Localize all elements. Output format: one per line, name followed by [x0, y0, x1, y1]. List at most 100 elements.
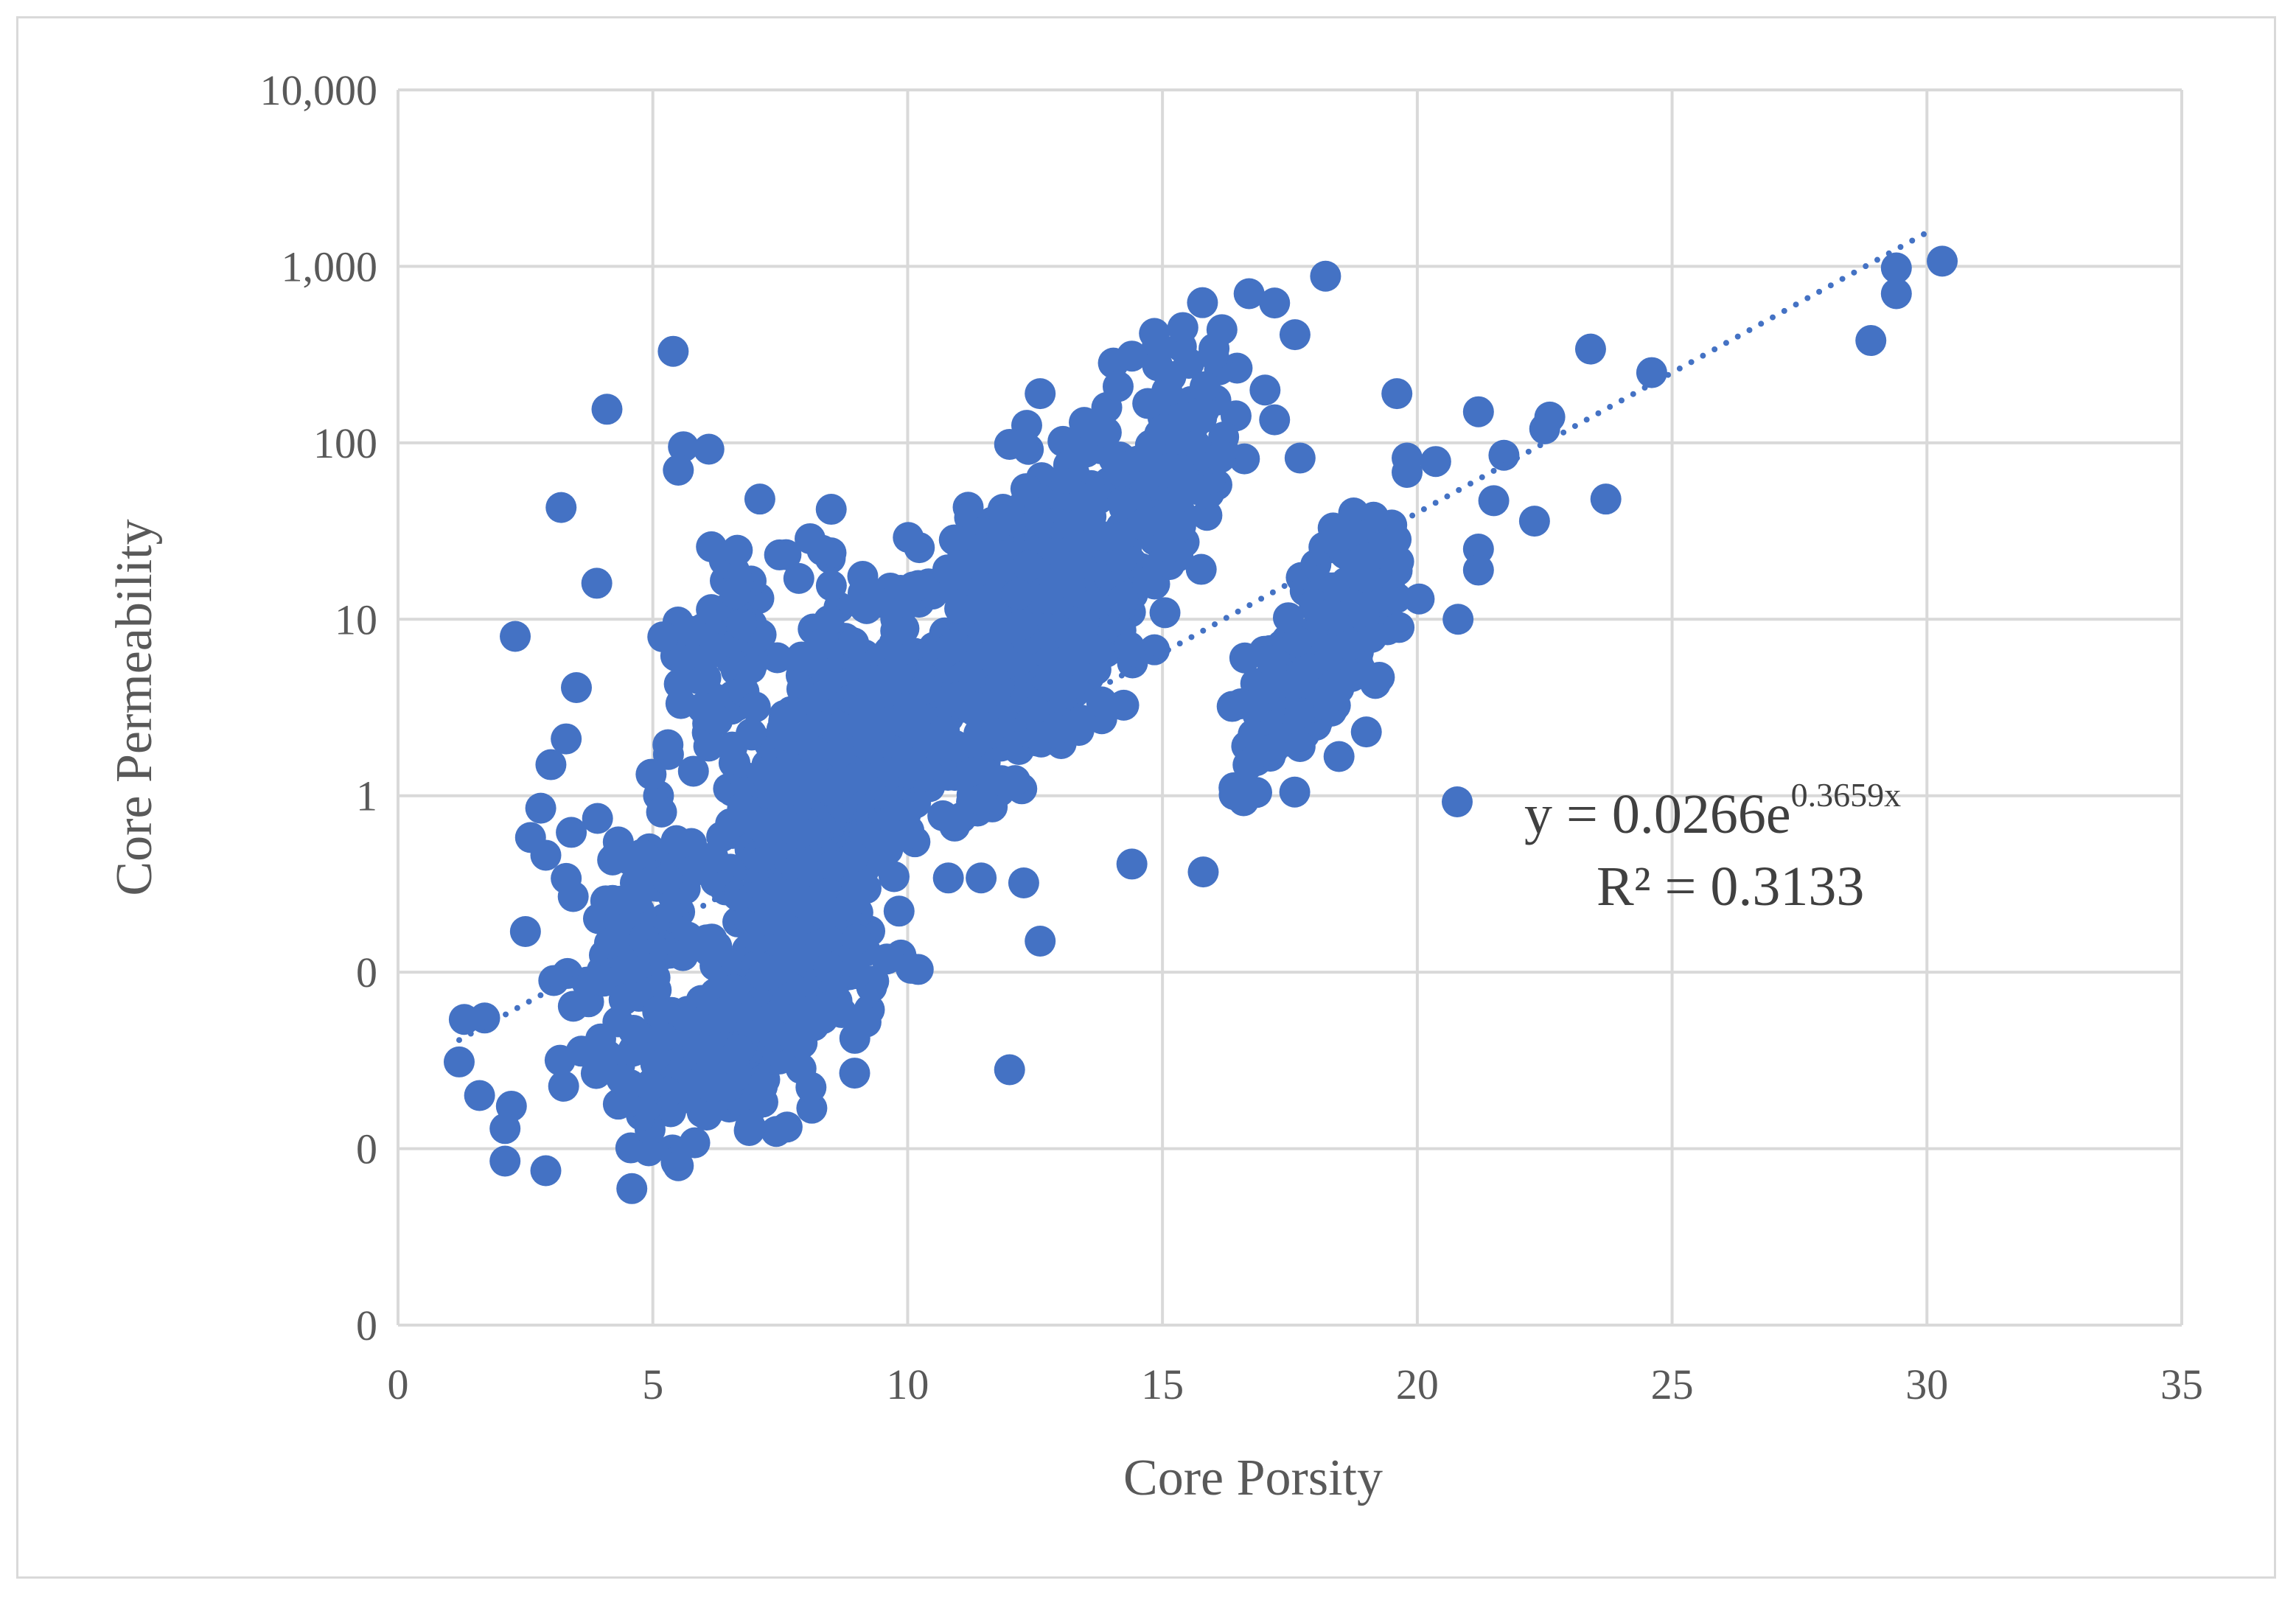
data-point	[1206, 314, 1238, 346]
data-point	[1106, 543, 1137, 575]
data-point	[799, 817, 831, 849]
data-point	[1090, 416, 1122, 448]
data-point	[987, 493, 1019, 525]
data-point	[1070, 436, 1102, 468]
data-point	[898, 571, 929, 603]
x-tick-label: 10	[886, 1360, 929, 1408]
data-point	[615, 1132, 646, 1164]
data-point	[646, 1021, 678, 1052]
legend-equation: y = 0.0266e0.3659x	[1524, 776, 1901, 845]
data-point	[1008, 867, 1039, 899]
data-point	[1574, 333, 1606, 365]
data-point	[1350, 716, 1382, 748]
data-point	[840, 923, 872, 955]
data-point	[660, 825, 692, 856]
data-point	[591, 394, 623, 425]
data-point	[1116, 340, 1148, 372]
data-point	[1636, 357, 1667, 388]
data-point	[1012, 551, 1044, 582]
data-point	[658, 901, 690, 933]
data-point	[734, 1111, 766, 1142]
data-point	[677, 755, 709, 787]
legend-marker	[1442, 786, 1473, 817]
data-point	[1148, 457, 1180, 489]
data-point	[1198, 339, 1229, 371]
data-point	[1075, 501, 1107, 533]
data-point	[815, 570, 847, 601]
data-point	[646, 796, 677, 828]
data-point	[1204, 441, 1236, 473]
data-point	[763, 954, 795, 985]
data-point	[1313, 598, 1345, 630]
data-point	[535, 749, 567, 780]
data-point	[838, 627, 870, 659]
data-point	[880, 615, 912, 646]
data-point	[1067, 623, 1099, 655]
x-tick-label: 0	[388, 1360, 409, 1408]
y-tick-label: 100	[313, 419, 377, 467]
data-point	[1180, 473, 1212, 505]
data-point	[635, 758, 667, 790]
data-point	[1880, 252, 1912, 284]
data-point	[1025, 378, 1056, 410]
legend-equation-base: y = 0.0266e	[1524, 783, 1791, 845]
data-point	[1478, 485, 1510, 517]
x-tick-label: 15	[1141, 1360, 1184, 1408]
data-point	[509, 915, 541, 947]
data-point	[693, 730, 725, 762]
data-point	[795, 523, 826, 554]
data-point	[1359, 529, 1391, 561]
data-point	[1279, 776, 1311, 808]
data-point	[1259, 287, 1291, 319]
x-tick-label: 5	[642, 1360, 663, 1408]
data-point	[1216, 691, 1248, 722]
data-point	[718, 974, 750, 1005]
data-point	[943, 681, 975, 713]
data-point	[850, 1006, 882, 1038]
data-point	[856, 730, 888, 761]
data-point	[966, 784, 997, 816]
data-point	[1107, 584, 1139, 615]
data-point	[999, 612, 1030, 644]
data-point	[1381, 378, 1413, 410]
x-axis-ticks: 0 5 10 15 20 25 30 35	[388, 1360, 2204, 1408]
data-point	[530, 1155, 562, 1187]
data-point	[1256, 645, 1288, 677]
data-point	[663, 454, 694, 486]
y-tick-label: 1,000	[282, 242, 378, 290]
data-point	[767, 719, 798, 751]
data-point	[1232, 749, 1264, 780]
data-point	[858, 664, 890, 696]
data-point	[1310, 260, 1341, 292]
data-point	[597, 884, 629, 916]
data-point	[634, 1069, 666, 1101]
data-point	[1241, 777, 1272, 808]
data-point	[1880, 278, 1912, 310]
data-point	[1420, 446, 1451, 478]
x-tick-label: 20	[1396, 1360, 1439, 1408]
data-point	[696, 594, 727, 626]
data-point	[1278, 668, 1310, 700]
data-point	[994, 1054, 1025, 1086]
data-point	[1132, 566, 1164, 598]
data-point	[804, 629, 836, 660]
y-tick-label: 0	[356, 949, 377, 996]
y-tick-label: 1	[356, 772, 377, 820]
data-point	[489, 1113, 521, 1145]
data-point	[1167, 312, 1198, 343]
data-point	[1023, 503, 1055, 534]
data-point	[1050, 463, 1082, 495]
data-point	[1151, 375, 1183, 407]
data-point	[839, 1058, 870, 1089]
legend-equation-exponent: 0.3659x	[1791, 776, 1902, 814]
data-point	[824, 736, 856, 768]
data-point	[1518, 506, 1550, 537]
y-axis-title: Core Permeability	[106, 519, 163, 895]
data-point	[581, 567, 613, 599]
data-point	[489, 1145, 521, 1177]
data-point	[1281, 626, 1313, 657]
data-point	[1323, 673, 1355, 705]
data-point	[1284, 730, 1316, 762]
data-point	[1284, 442, 1316, 474]
data-point	[885, 663, 917, 694]
